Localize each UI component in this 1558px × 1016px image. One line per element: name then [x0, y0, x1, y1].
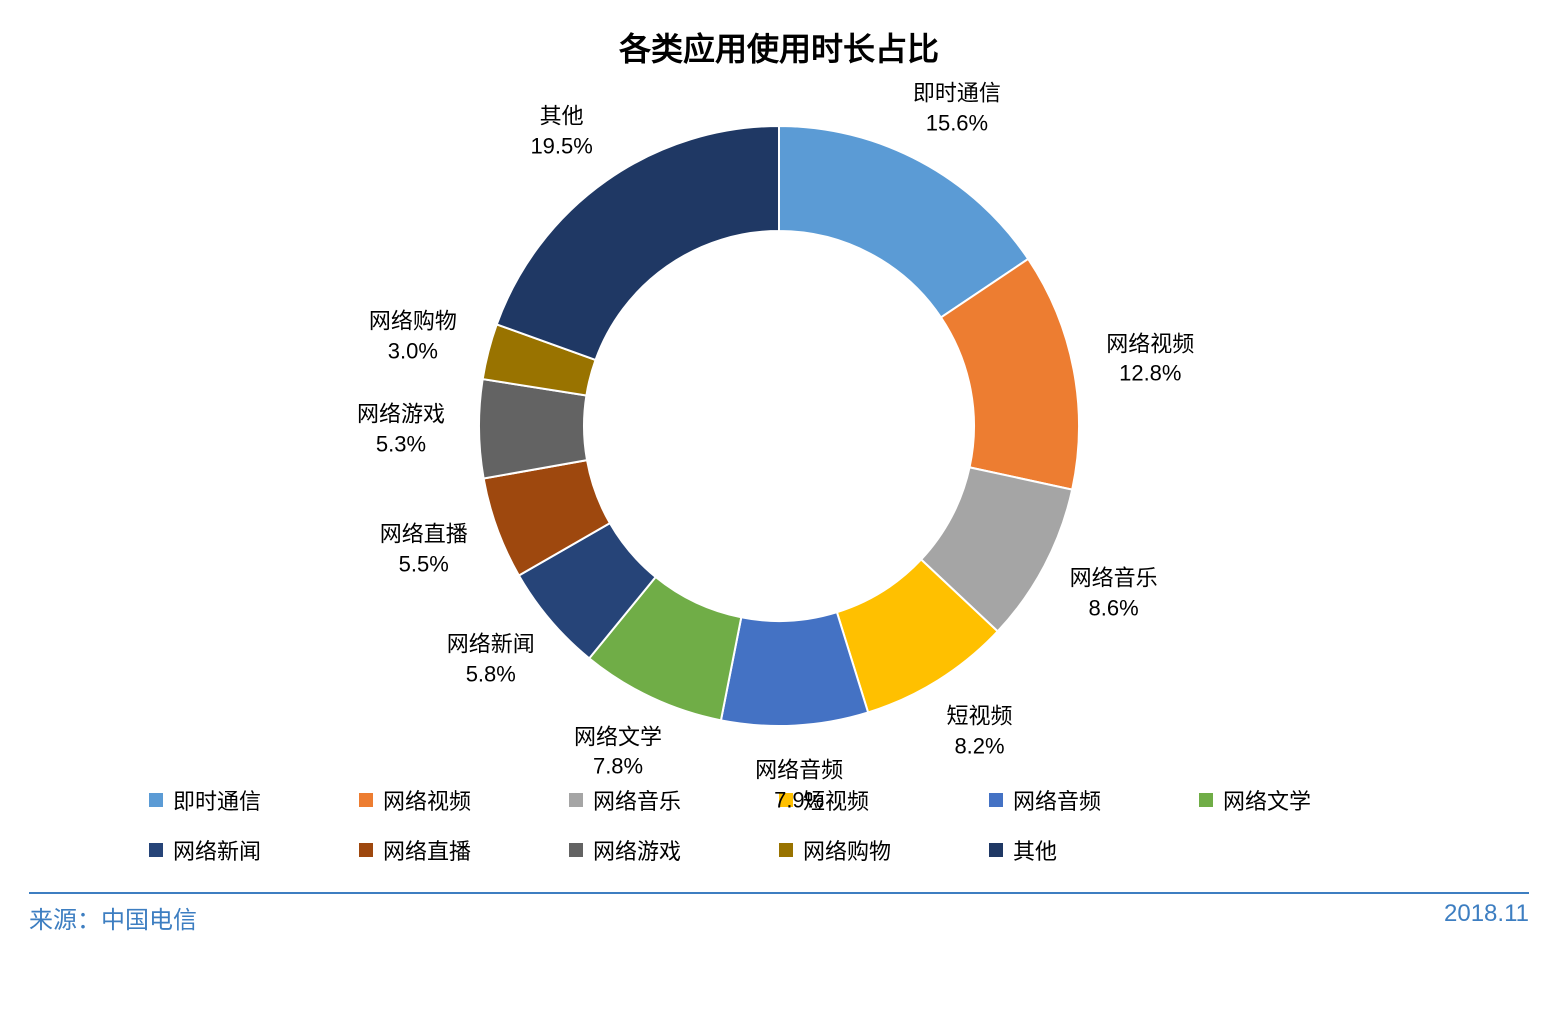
slice-label-value: 8.2%	[947, 731, 1013, 761]
legend-text: 网络音乐	[593, 784, 681, 816]
slice-label: 网络游戏5.3%	[357, 400, 445, 459]
legend-item: 网络音频	[989, 784, 1199, 816]
legend-swatch	[359, 843, 373, 857]
slice-label: 即时通信15.6%	[913, 79, 1001, 138]
slice-label: 网络新闻5.8%	[447, 629, 535, 688]
legend-text: 即时通信	[173, 784, 261, 816]
slice-label-value: 8.6%	[1070, 593, 1158, 623]
slice-label-name: 网络直播	[380, 519, 468, 549]
legend-item: 网络直播	[359, 834, 569, 866]
slice-label-name: 网络文学	[574, 722, 662, 752]
slice-label-value: 7.8%	[574, 752, 662, 782]
slice-label: 短视频8.2%	[947, 701, 1013, 760]
slice-label: 网络文学7.8%	[574, 722, 662, 781]
slice-label: 网络购物3.0%	[369, 307, 457, 366]
legend-text: 网络购物	[803, 834, 891, 866]
slice-label: 网络音频7.9%	[755, 756, 843, 815]
slice-label-name: 网络音乐	[1070, 564, 1158, 594]
legend-swatch	[989, 843, 1003, 857]
slice-label-name: 网络新闻	[447, 629, 535, 659]
footer-date: 2018.11	[1444, 900, 1529, 928]
slice-label-value: 19.5%	[530, 131, 592, 161]
slice-label-value: 15.6%	[913, 108, 1001, 138]
slice-label-value: 12.8%	[1106, 359, 1194, 389]
legend-swatch	[779, 843, 793, 857]
source-text: 中国电信	[101, 907, 197, 934]
footer: 来源：中国电信 2018.11	[29, 892, 1529, 938]
legend-item: 网络购物	[779, 834, 989, 866]
legend-item: 即时通信	[149, 784, 359, 816]
slice-label-value: 7.9%	[755, 785, 843, 815]
legend-item: 网络游戏	[569, 834, 779, 866]
legend-text: 网络直播	[383, 834, 471, 866]
legend-swatch	[569, 843, 583, 857]
source-label: 来源：中国电信	[29, 900, 197, 935]
slice-label-name: 网络游戏	[357, 400, 445, 430]
legend-text: 网络游戏	[593, 834, 681, 866]
legend-text: 其他	[1013, 834, 1057, 866]
legend-swatch	[149, 843, 163, 857]
slice-label-value: 5.3%	[357, 429, 445, 459]
legend-swatch	[149, 793, 163, 807]
source-prefix: 来源：	[29, 907, 101, 934]
legend-item: 其他	[989, 834, 1199, 866]
slice-label: 网络音乐8.6%	[1070, 564, 1158, 623]
legend-item: 网络视频	[359, 784, 569, 816]
slice-label-value: 3.0%	[369, 336, 457, 366]
slice-label-name: 即时通信	[913, 79, 1001, 109]
slice-label-name: 其他	[530, 102, 592, 132]
legend-swatch	[989, 793, 1003, 807]
legend-text: 网络视频	[383, 784, 471, 816]
legend-text: 网络文学	[1223, 784, 1311, 816]
chart-title: 各类应用使用时长占比	[0, 0, 1558, 76]
slice-label: 其他19.5%	[530, 102, 592, 161]
legend-swatch	[359, 793, 373, 807]
legend-text: 网络新闻	[173, 834, 261, 866]
legend-item: 网络文学	[1199, 784, 1409, 816]
donut-chart: 即时通信15.6%网络视频12.8%网络音乐8.6%短视频8.2%网络音频7.9…	[179, 76, 1379, 776]
slice-label-value: 5.8%	[447, 659, 535, 689]
slice-label-name: 网络购物	[369, 307, 457, 337]
legend-swatch	[569, 793, 583, 807]
slice-label-name: 网络视频	[1106, 329, 1194, 359]
slice-label-value: 5.5%	[380, 549, 468, 579]
slice-label: 网络视频12.8%	[1106, 329, 1194, 388]
legend-text: 网络音频	[1013, 784, 1101, 816]
legend-item: 网络新闻	[149, 834, 359, 866]
slice-label-name: 短视频	[947, 701, 1013, 731]
legend-swatch	[1199, 793, 1213, 807]
legend-item: 网络音乐	[569, 784, 779, 816]
slice-label: 网络直播5.5%	[380, 519, 468, 578]
slice-label-name: 网络音频	[755, 756, 843, 786]
